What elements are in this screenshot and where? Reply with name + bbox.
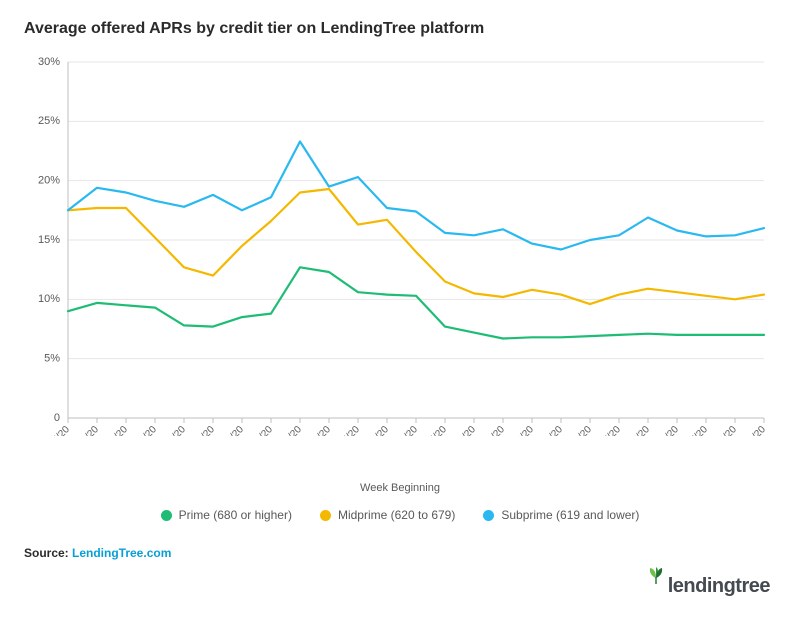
logo-text: lendingtree	[668, 575, 770, 597]
x-tick-label: 4/26/20	[505, 424, 537, 436]
x-tick-label: 3/8/20	[306, 424, 334, 436]
x-tick-label: 3/15/20	[331, 424, 363, 436]
legend-label: Midprime (620 to 679)	[338, 508, 455, 522]
x-tick-label: 1/12/20	[70, 424, 102, 436]
x-tick-label: 6/7/20	[683, 424, 711, 436]
x-tick-label: 5/3/20	[538, 424, 566, 436]
legend-item: Prime (680 or higher)	[161, 508, 292, 522]
x-tick-label: 1/5/20	[45, 424, 73, 436]
x-tick-label: 5/24/20	[621, 424, 653, 436]
x-tick-label: 1/26/20	[128, 424, 160, 436]
source-link[interactable]: LendingTree.com	[72, 546, 171, 560]
x-tick-label: 2/9/20	[190, 424, 218, 436]
x-tick-label: 5/10/20	[563, 424, 595, 436]
legend-swatch	[483, 510, 494, 521]
x-tick-label: 3/22/20	[360, 424, 392, 436]
x-tick-label: 3/29/20	[389, 424, 421, 436]
y-tick-label: 5%	[44, 353, 60, 365]
x-tick-label: 1/19/20	[99, 424, 131, 436]
x-tick-label: 3/1/20	[277, 424, 305, 436]
line-chart-svg: 0 5% 10% 15% 20% 25% 30% 1/5/201/12/201/19/201/…	[24, 56, 776, 436]
x-tick-label: 2/16/20	[215, 424, 247, 436]
x-axis-title: Week Beginning	[24, 482, 776, 494]
logo-leaf-icon	[646, 566, 666, 586]
legend-label: Prime (680 or higher)	[179, 508, 292, 522]
series-line	[68, 189, 764, 304]
legend-swatch	[320, 510, 331, 521]
legend: Prime (680 or higher) Midprime (620 to 67…	[24, 508, 776, 522]
x-tick-label: 6/21/20	[737, 424, 769, 436]
logo: lendingtree	[646, 572, 770, 598]
series-line	[68, 142, 764, 250]
y-tick-label: 30%	[38, 56, 60, 68]
y-tick-label: 20%	[38, 175, 60, 187]
chart-area: 0 5% 10% 15% 20% 25% 30% 1/5/201/12/201/19/201/…	[24, 56, 776, 436]
x-tick-label: 4/5/20	[422, 424, 450, 436]
x-tick-label: 4/19/20	[476, 424, 508, 436]
y-tick-label: 25%	[38, 115, 60, 127]
x-tick-label: 2/23/20	[244, 424, 276, 436]
chart-title: Average offered APRs by credit tier on L…	[24, 20, 776, 38]
legend-item: Subprime (619 and lower)	[483, 508, 639, 522]
y-tick-label: 10%	[38, 293, 60, 305]
legend-label: Subprime (619 and lower)	[501, 508, 639, 522]
legend-swatch	[161, 510, 172, 521]
y-tick-label: 15%	[38, 234, 60, 246]
source-prefix: Source:	[24, 546, 72, 560]
x-tick-label: 4/12/20	[447, 424, 479, 436]
x-tick-label: 6/14/20	[708, 424, 740, 436]
y-tick-label: 0	[54, 412, 60, 424]
x-tick-label: 2/2/20	[161, 424, 189, 436]
x-tick-label: 5/31/20	[650, 424, 682, 436]
series-line	[68, 267, 764, 338]
source-line: Source: LendingTree.com	[24, 546, 776, 560]
x-tick-label: 5/17/20	[592, 424, 624, 436]
legend-item: Midprime (620 to 679)	[320, 508, 455, 522]
